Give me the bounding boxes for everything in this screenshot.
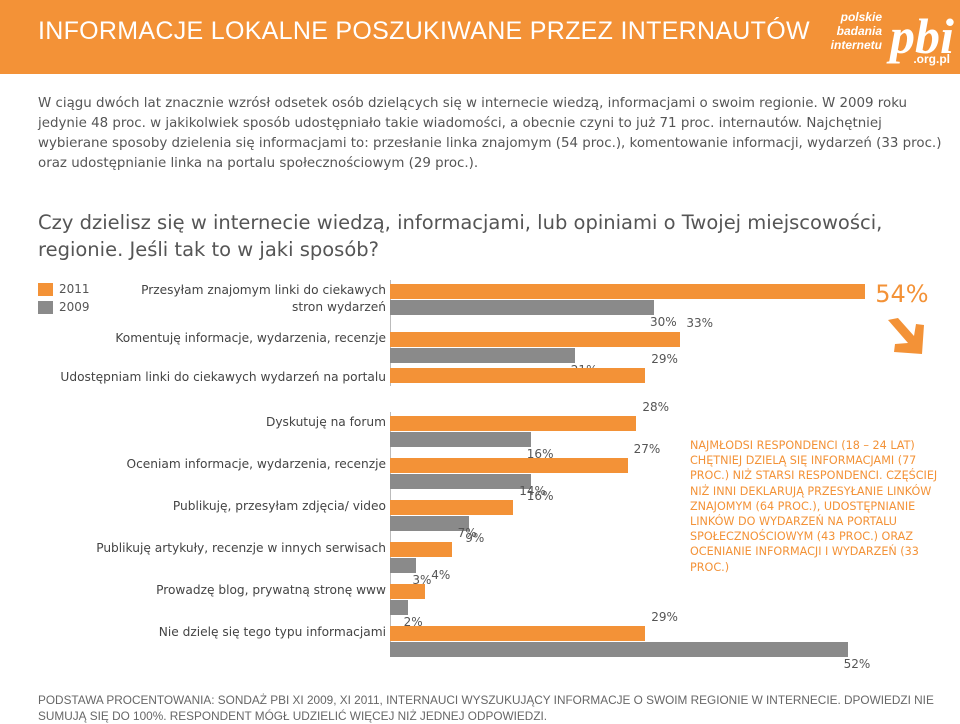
value-label: 14%	[519, 484, 546, 498]
value-label: 16%	[526, 447, 554, 461]
legend-entry-2011: 2011	[38, 280, 90, 298]
bar-2011	[390, 542, 452, 557]
value-label: 33%	[686, 316, 714, 330]
bar-2009	[390, 600, 408, 615]
bar-2009	[390, 474, 531, 489]
bar-2009	[390, 642, 848, 657]
bar-2009	[390, 300, 654, 315]
value-label: 29%	[651, 352, 678, 366]
bar-2011	[390, 626, 646, 641]
legend-entry-2009: 2009	[38, 298, 90, 316]
category-label: Komentuję informacje, wydarzenia, recenz…	[115, 331, 386, 345]
bar-2011	[390, 500, 514, 515]
category-label: Dyskutuję na forum	[265, 415, 386, 429]
value-label: 7%	[457, 526, 477, 540]
bar-2009	[390, 516, 470, 531]
intro-text: W ciągu dwóch lat znacznie wzrósł odsete…	[38, 96, 942, 171]
category-label: Udostępniam linki do ciekawych wydarzeń …	[60, 370, 386, 384]
value-label: 16%	[526, 489, 554, 503]
arrow-down-right-icon	[888, 318, 924, 354]
legend-label-2011: 2011	[59, 282, 90, 296]
logo-line-polskie: polskie	[840, 10, 882, 24]
header-bar: INFORMACJE LOKALNE POSZUKIWANE PRZEZ INT…	[0, 0, 960, 74]
logo-line-badania: badania	[836, 24, 882, 38]
value-label: 28%	[642, 400, 670, 414]
bar-2011	[390, 584, 426, 599]
pbi-logo: polskie badania internetu pbi .org.pl	[798, 6, 956, 70]
value-label: 4%	[431, 568, 451, 582]
bar-2009	[390, 348, 575, 363]
logo-pbi: pbi	[890, 8, 954, 64]
value-label: 3%	[412, 573, 432, 587]
value-label: 27%	[633, 442, 661, 456]
category-label: Przesyłam znajomym linki do ciekawych st…	[141, 283, 386, 314]
bar-2011	[390, 284, 866, 299]
value-label: 2%	[403, 615, 423, 629]
young-respondents-note: NAJMŁODSI RESPONDENCI (18 – 24 LAT) CHĘT…	[690, 439, 938, 574]
bar-2011	[390, 332, 681, 347]
value-label: 30%	[650, 315, 677, 329]
logo-line-internetu: internetu	[830, 38, 882, 52]
bar-2011	[390, 416, 637, 431]
bar-2009	[390, 432, 531, 447]
category-label: Nie dzielę się tego typu informacjami	[158, 625, 386, 639]
category-label: Prowadzę blog, prywatną stronę www	[156, 583, 386, 597]
chart-legend: 2011 2009	[38, 280, 90, 316]
category-label: Publikuję, przesyłam zdjęcia/ video	[172, 499, 386, 513]
bar-2011	[390, 368, 646, 383]
value-label: 29%	[651, 610, 678, 624]
legend-swatch-orange	[38, 282, 53, 296]
category-label: Publikuję artykuły, recenzje w innych se…	[96, 541, 386, 555]
footer-note: PODSTAWA PROCENTOWANIA: SONDAŻ PBI XI 20…	[38, 693, 934, 723]
legend-label-2009: 2009	[59, 300, 90, 314]
page-title: INFORMACJE LOKALNE POSZUKIWANE PRZEZ INT…	[38, 17, 810, 45]
bar-2009	[390, 558, 417, 573]
legend-swatch-gray	[38, 300, 53, 314]
category-label: Oceniam informacje, wydarzenia, recenzje	[126, 457, 386, 471]
survey-question: Czy dzielisz się w internecie wiedzą, in…	[38, 211, 883, 261]
value-label: 9%	[465, 531, 485, 545]
value-label: 54%	[875, 280, 929, 308]
bar-2011	[390, 458, 628, 473]
value-label: 52%	[843, 657, 871, 671]
logo-domain: .org.pl	[913, 52, 950, 66]
